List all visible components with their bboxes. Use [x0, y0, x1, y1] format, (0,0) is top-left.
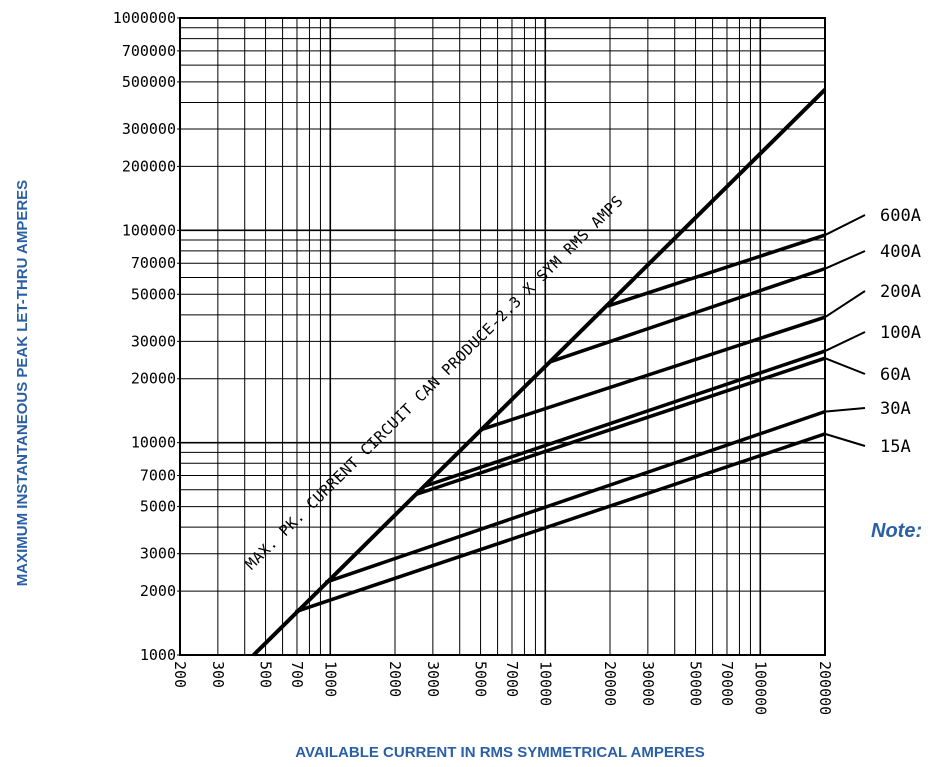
grid [179, 17, 826, 656]
y-tick-label: 200000 [122, 157, 176, 175]
y-tick-label: 300000 [122, 120, 176, 138]
y-tick-label: 50000 [131, 285, 176, 303]
y-tick-label: 100000 [122, 221, 176, 239]
series-line-60a [415, 356, 826, 497]
series-line-200a [480, 315, 826, 432]
series-line-30a [324, 409, 826, 584]
y-tick-label: 700000 [122, 42, 176, 60]
y-axis-title: MAXIMUM INSTANTANEOUS PEAK LET-THRU AMPE… [14, 180, 31, 586]
y-tick-label: 2000 [140, 582, 176, 600]
note-text: Note: [871, 520, 922, 542]
y-tick-label: 30000 [131, 332, 176, 350]
series-lines [252, 88, 827, 657]
plot-frame [179, 17, 826, 656]
x-tick-label: 3000 [424, 661, 442, 697]
tick-labels: 1000000 700000 500000 300000 200000 100000 700… [113, 9, 834, 715]
diagonal-line [252, 88, 827, 657]
diagonal-label: MAX. PK. CURRENT CIRCUIT CAN PRODUCE-2.3… [242, 192, 627, 574]
x-tick-label: 50000 [687, 661, 705, 706]
series-line-400a [549, 266, 826, 364]
x-tick-label: 1000 [321, 661, 339, 697]
y-tick-label: 1000 [140, 646, 176, 664]
leader-line-15a [824, 432, 866, 447]
series-label-30a: 30A [880, 399, 911, 419]
leader-line-60a [824, 357, 866, 375]
series-label-15a: 15A [880, 437, 911, 457]
x-tick-label: 200000 [816, 661, 834, 715]
y-tick-label: 500000 [122, 73, 176, 91]
x-tick-label: 700 [288, 661, 306, 688]
x-tick-label: 20000 [601, 661, 619, 706]
y-tick-label: 5000 [140, 498, 176, 516]
x-tick-label: 2000 [386, 661, 404, 697]
x-axis-title: AVAILABLE CURRENT IN RMS SYMMETRICAL AMP… [295, 744, 704, 761]
series-label-60a: 60A [880, 365, 911, 385]
y-tick-label: 70000 [131, 254, 176, 272]
x-tick-label: 70000 [718, 661, 736, 706]
series-line-600a [607, 233, 826, 308]
x-tick-label: 300 [209, 661, 227, 688]
series-label-100a: 100A [880, 323, 921, 343]
x-tick-label: 200 [171, 661, 189, 688]
leader-line-100a [824, 331, 866, 352]
x-tick-label: 500 [257, 661, 275, 688]
leader-line-400a [824, 250, 866, 270]
leader-line-600a [824, 214, 866, 236]
y-tick-label: 10000 [131, 434, 176, 452]
series-label-400a: 400A [880, 242, 921, 262]
x-tick-label: 100000 [751, 661, 769, 715]
series-line-15a [295, 432, 826, 614]
y-tick-label: 7000 [140, 467, 176, 485]
x-tick-label: 30000 [639, 661, 657, 706]
leader-line-200a [824, 290, 866, 319]
series-line-100a [422, 349, 826, 489]
x-tick-label: 10000 [536, 661, 554, 706]
series-label-200a: 200A [880, 282, 921, 302]
x-tick-label: 7000 [503, 661, 521, 697]
y-tick-label: 20000 [131, 370, 176, 388]
x-tick-label: 5000 [472, 661, 490, 697]
series-label-600a: 600A [880, 206, 921, 226]
y-tick-label: 1000000 [113, 9, 176, 27]
leader-line-30a [824, 407, 866, 413]
y-tick-label: 3000 [140, 545, 176, 563]
